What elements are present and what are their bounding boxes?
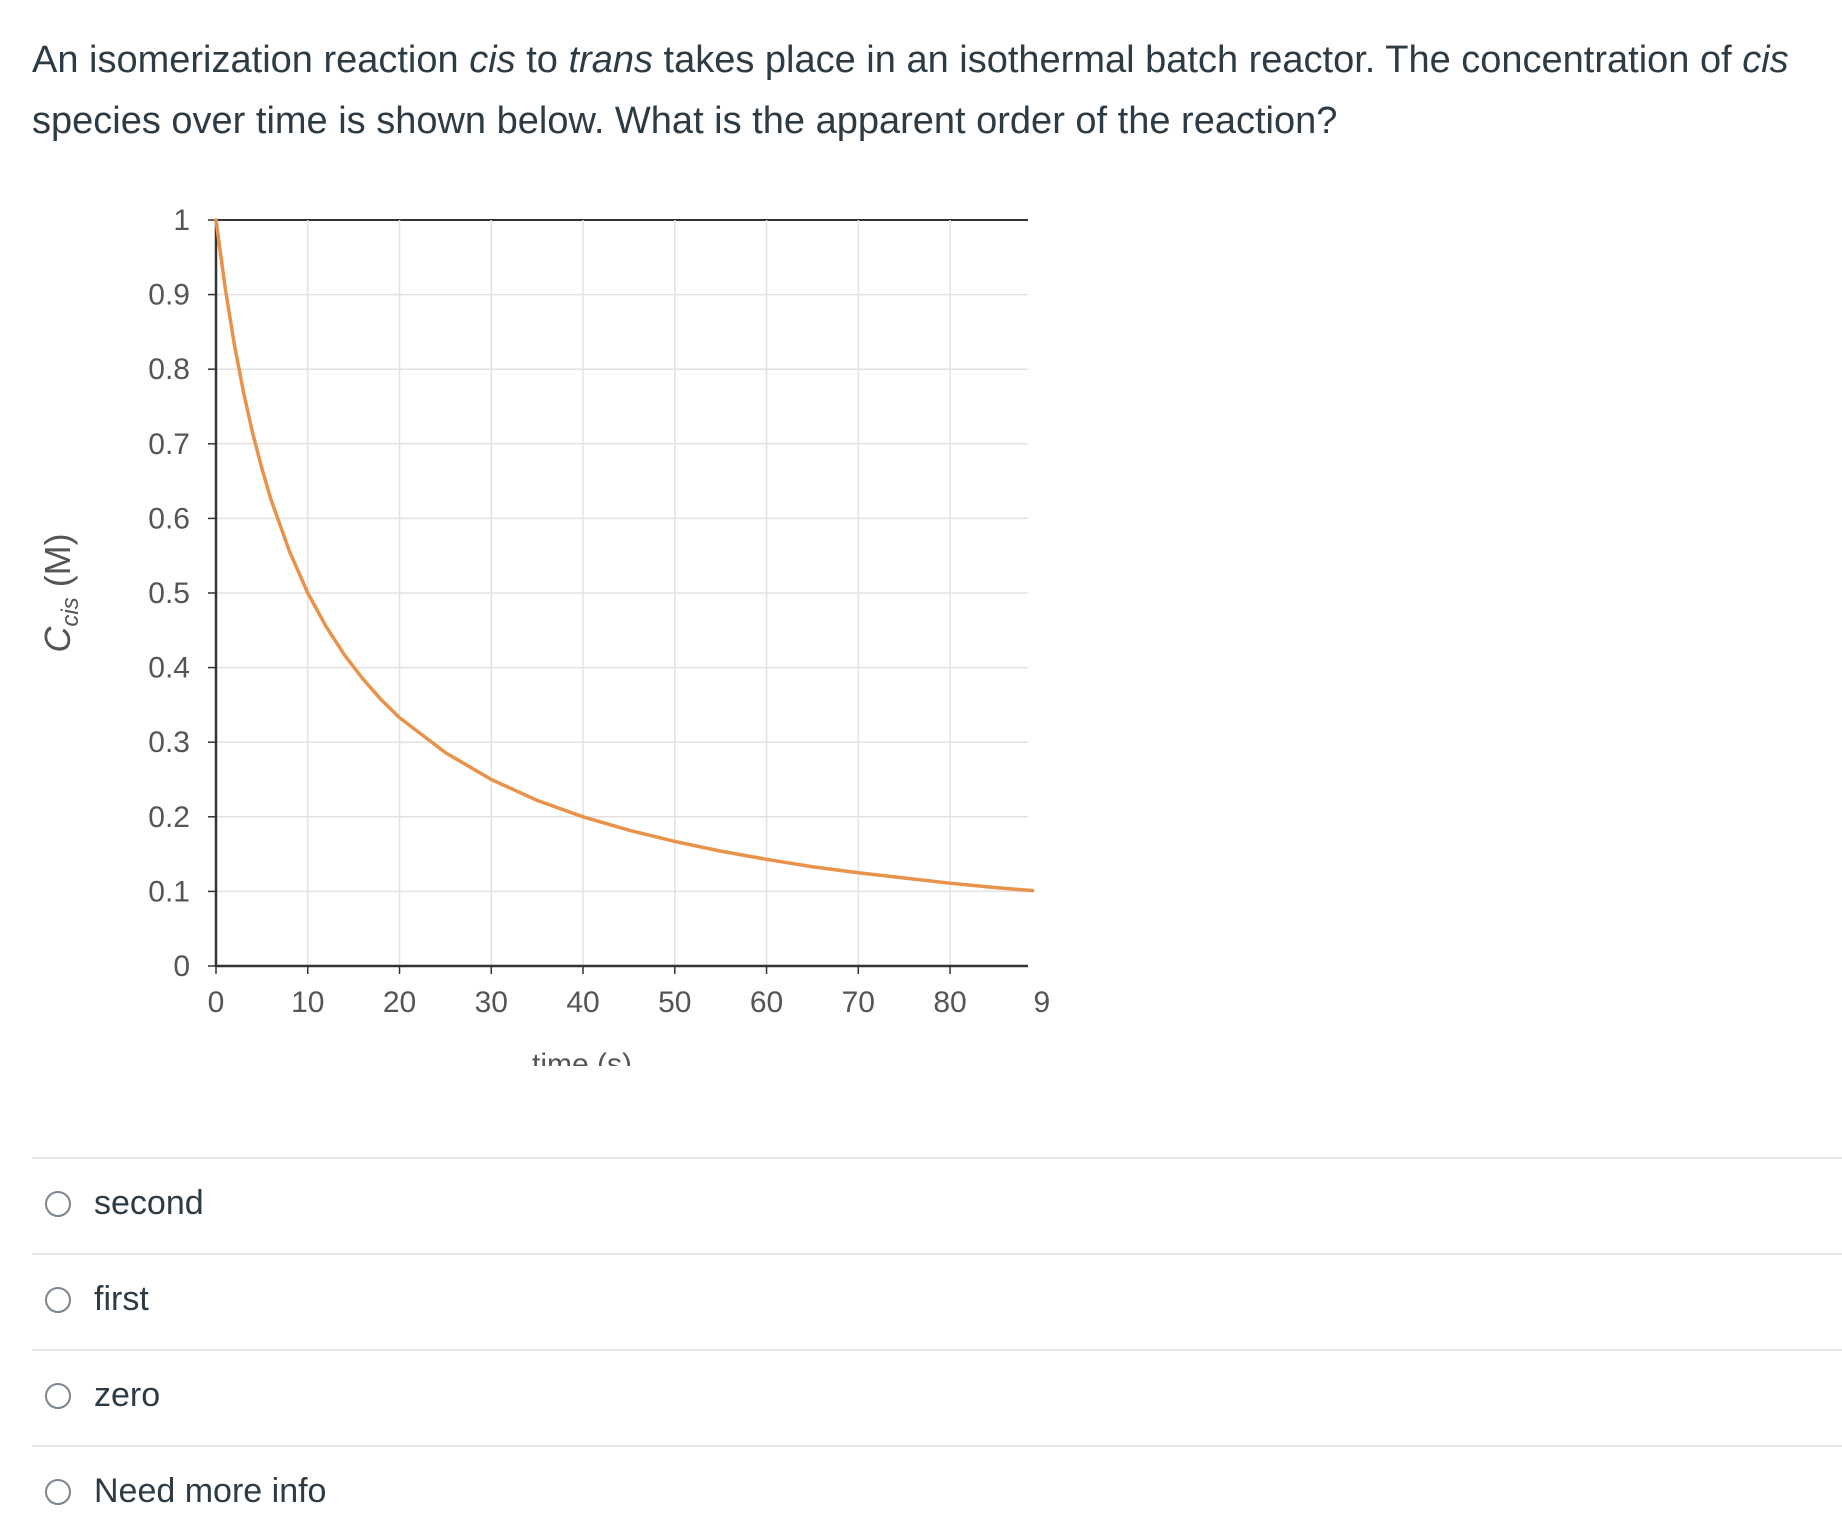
y-tick-label: 0.2: [148, 801, 190, 834]
x-tick-label: 0: [208, 986, 225, 1019]
y-tick-label: 0: [173, 950, 190, 983]
x-tick-label: 70: [842, 986, 875, 1019]
y-axis-title-subscript: cis: [57, 597, 84, 626]
question-part3: takes place in an isothermal batch react…: [652, 39, 1743, 81]
question-cis-term: cis: [469, 39, 516, 81]
y-tick-label: 0.3: [148, 726, 190, 759]
chart-grid: [216, 219, 1028, 966]
question-part2: to: [515, 39, 569, 81]
y-axis-title-main: C: [37, 626, 78, 653]
answer-options: second first zero Need more info: [32, 1157, 1842, 1533]
radio-button[interactable]: [45, 1479, 71, 1505]
x-tick-label: 80: [933, 986, 966, 1019]
answer-label: first: [94, 1280, 149, 1318]
answer-option-need-more-info[interactable]: Need more info: [32, 1445, 1842, 1533]
data-series-line: [214, 218, 1035, 893]
y-axis-title-text: Ccis (M): [37, 533, 84, 652]
chart-ticks: 00.10.20.30.40.50.60.70.80.910 10 20 30 40 50…: [148, 204, 1050, 1019]
x-tick-label: 60: [750, 986, 783, 1019]
answer-label: second: [94, 1184, 204, 1222]
answer-label: Need more info: [94, 1472, 327, 1510]
answer-option-zero[interactable]: zero: [32, 1349, 1842, 1445]
radio-button[interactable]: [45, 1191, 71, 1217]
y-axis-title-unit: (M): [37, 533, 78, 597]
radio-button[interactable]: [45, 1287, 71, 1313]
question-cis-term-2: cis: [1742, 39, 1789, 81]
chart-series: [214, 218, 1035, 893]
y-tick-label: 0.4: [148, 652, 190, 685]
x-tick-label: 9: [1033, 986, 1050, 1019]
answer-label: zero: [94, 1376, 161, 1414]
x-tick-label: 40: [566, 986, 599, 1019]
answer-option-first[interactable]: first: [32, 1253, 1842, 1349]
concentration-chart: 0 0.1 0.2 0.3 0.4 0.5 0.6 0.7 0.8 0.9 1 0 10 20 30 40 50…: [0, 180, 1100, 1080]
chart-y-axis-label: Ccis (M): [37, 533, 84, 652]
y-tick-label: 1: [173, 204, 190, 237]
question-part1: An isomerization reaction: [32, 39, 470, 81]
x-tick-label: 20: [383, 986, 416, 1019]
y-tick-label: 0.6: [148, 502, 190, 535]
question-part4: species over time is shown below. What i…: [32, 100, 1338, 142]
chart-x-axis-label: time (s): [532, 1048, 632, 1081]
x-tick-label: 30: [475, 986, 508, 1019]
y-tick-label: 0.1: [148, 875, 190, 908]
y-tick-label: 0.9: [148, 279, 190, 312]
x-axis-title: time (s): [532, 1048, 632, 1081]
y-tick-label: 0.8: [148, 353, 190, 386]
answer-option-second[interactable]: second: [32, 1157, 1842, 1253]
y-tick-label: 0.7: [148, 428, 190, 461]
chart-svg: 00.10.20.30.40.50.60.70.80.910 10 20 30 40 50…: [37, 204, 1050, 1081]
question-trans-term: trans: [568, 39, 653, 81]
question-text: An isomerization reaction cis to trans t…: [32, 30, 1812, 152]
y-axis-title: Ccis (M): [37, 533, 84, 652]
x-tick-label: 10: [291, 986, 324, 1019]
radio-button[interactable]: [45, 1383, 71, 1409]
x-tick-label: 50: [658, 986, 691, 1019]
y-tick-label: 0.5: [148, 577, 190, 610]
